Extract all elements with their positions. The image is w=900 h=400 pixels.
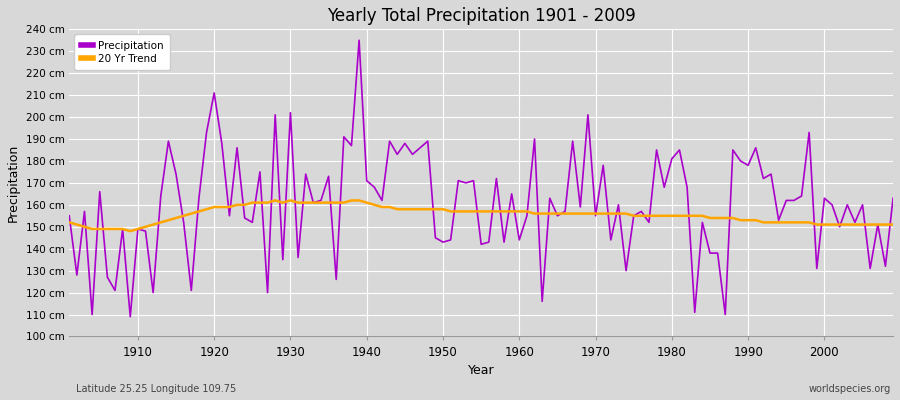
Title: Yearly Total Precipitation 1901 - 2009: Yearly Total Precipitation 1901 - 2009 <box>327 7 635 25</box>
Text: worldspecies.org: worldspecies.org <box>809 384 891 394</box>
Text: Latitude 25.25 Longitude 109.75: Latitude 25.25 Longitude 109.75 <box>76 384 237 394</box>
Precipitation <box>132 226 143 231</box>
20 Yr Trend <box>354 198 364 203</box>
Precipitation <box>521 213 532 218</box>
20 Yr Trend <box>64 220 75 225</box>
20 Yr Trend <box>270 198 281 203</box>
Precipitation <box>621 268 632 273</box>
Precipitation <box>301 172 311 176</box>
X-axis label: Year: Year <box>468 364 494 377</box>
20 Yr Trend <box>621 211 632 216</box>
Precipitation <box>887 196 898 201</box>
20 Yr Trend <box>308 200 319 205</box>
Y-axis label: Precipitation: Precipitation <box>7 144 20 222</box>
Line: Precipitation: Precipitation <box>69 40 893 317</box>
Precipitation <box>529 136 540 141</box>
Precipitation <box>64 213 75 218</box>
Precipitation <box>346 143 357 148</box>
20 Yr Trend <box>887 222 898 227</box>
Legend: Precipitation, 20 Yr Trend: Precipitation, 20 Yr Trend <box>75 34 170 70</box>
Precipitation <box>354 38 364 43</box>
20 Yr Trend <box>125 229 136 234</box>
20 Yr Trend <box>529 211 540 216</box>
20 Yr Trend <box>521 209 532 214</box>
Line: 20 Yr Trend: 20 Yr Trend <box>69 200 893 231</box>
Precipitation <box>125 314 136 319</box>
20 Yr Trend <box>132 226 143 231</box>
